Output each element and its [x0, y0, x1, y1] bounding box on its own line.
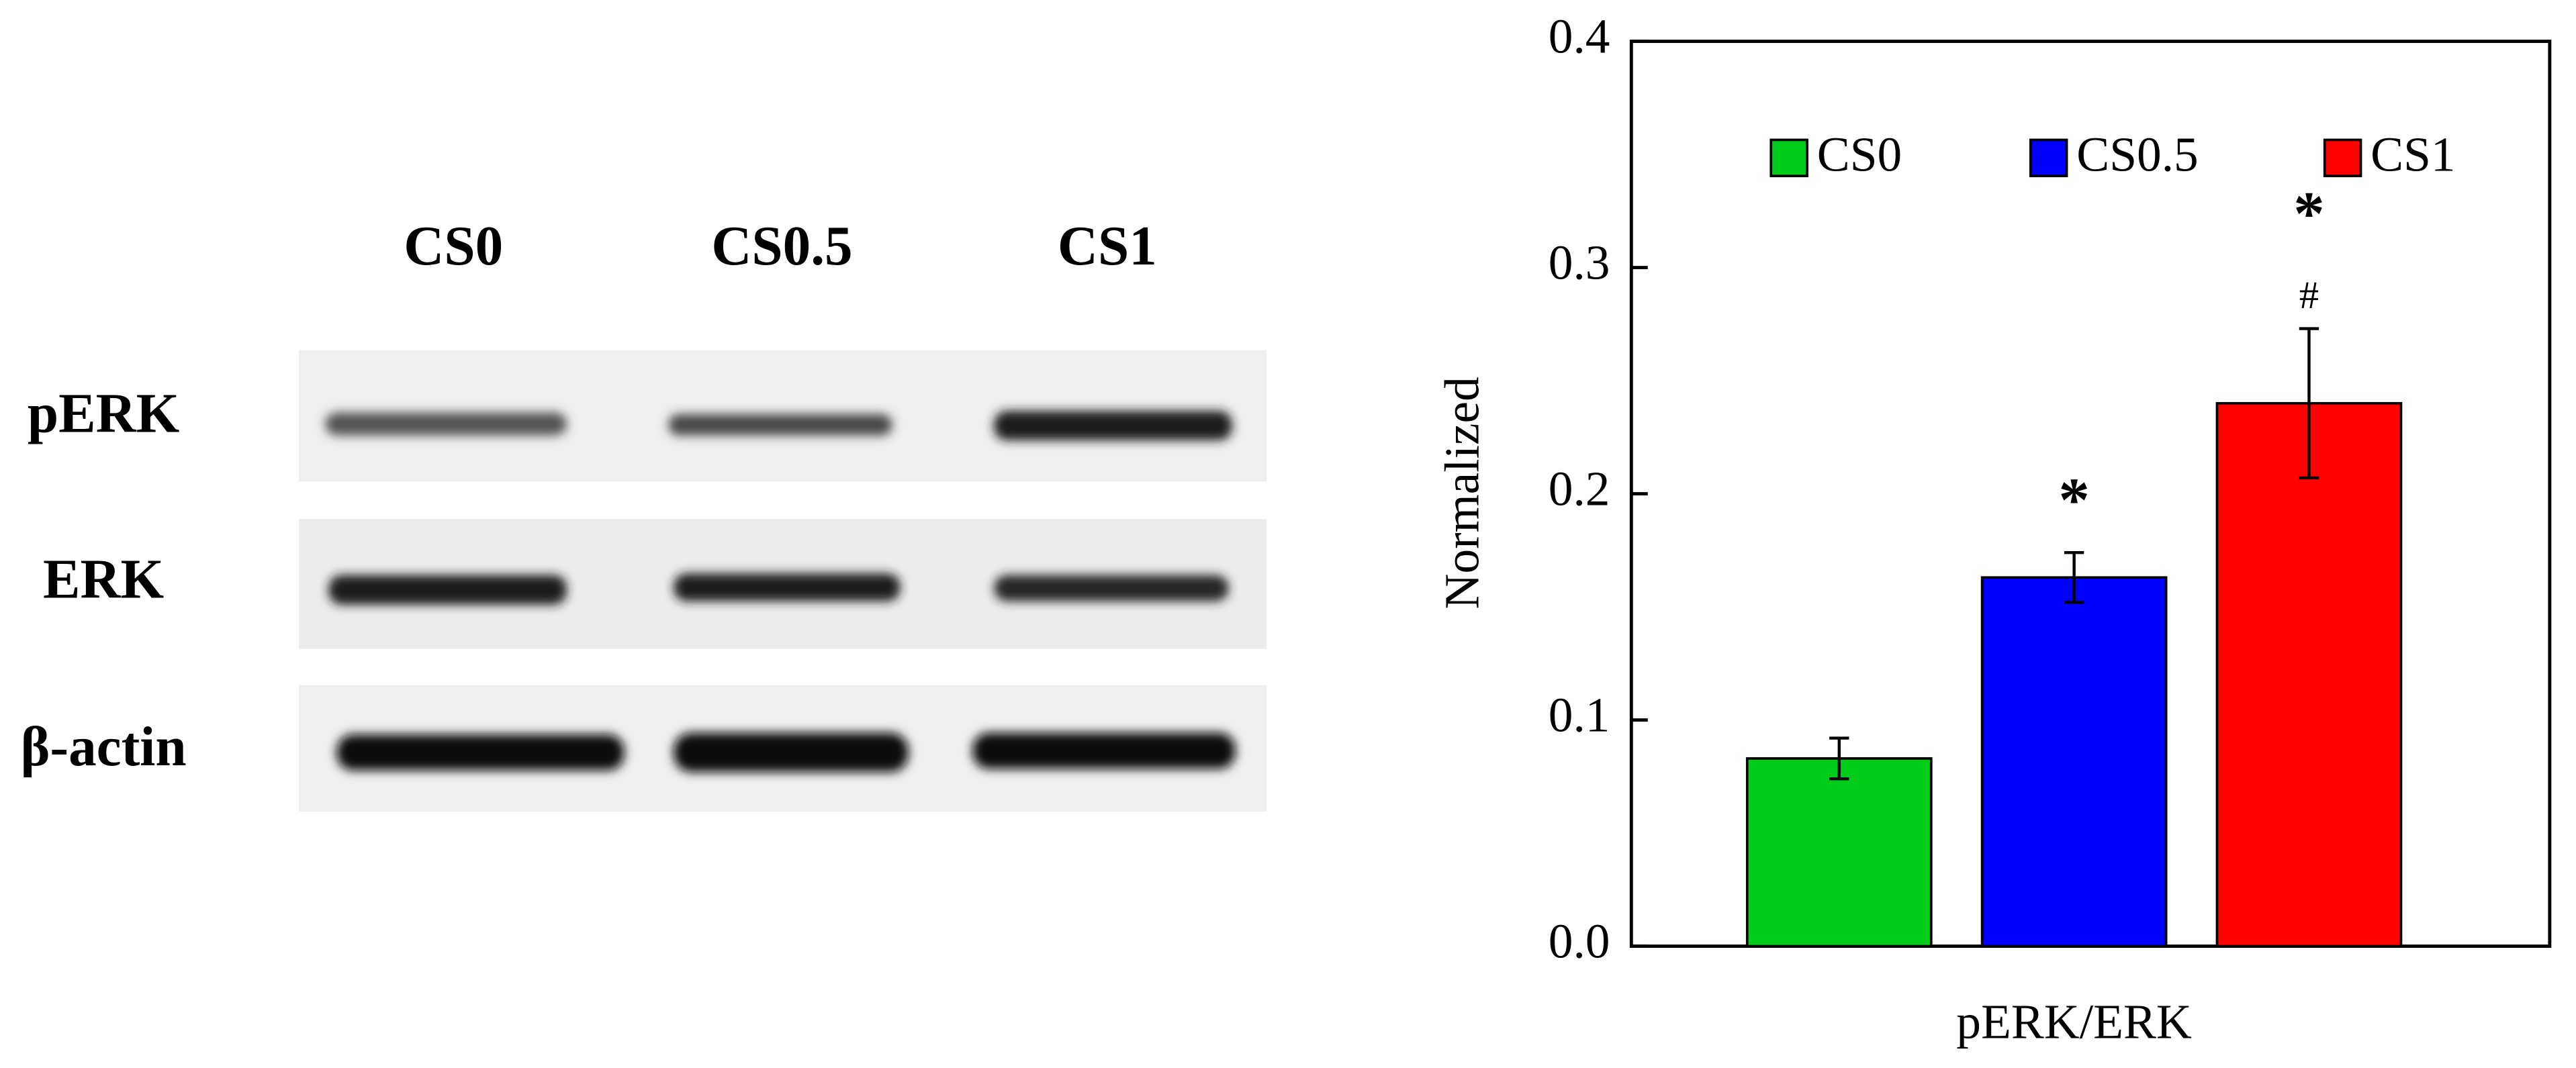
western-blot: CS0 CS0.5 CS1 pERK ERK β-actin	[21, 215, 1267, 812]
bar-chart: Normalized 0.0 0.1 0.2 0.3 0.4 * * # pERK/ERK CS0…	[1435, 9, 2552, 1049]
band	[994, 575, 1229, 601]
y-tick-label: 0.4	[1549, 9, 1610, 63]
band	[325, 412, 567, 436]
bar	[2215, 401, 2403, 948]
band	[328, 575, 567, 605]
row-label: pERK	[28, 382, 180, 444]
y-tick-label: 0.3	[1549, 235, 1610, 289]
band	[994, 411, 1232, 441]
error-bar	[1829, 736, 1849, 781]
legend-swatch	[2029, 138, 2068, 178]
significance-mark: *	[2293, 179, 2324, 248]
lane-label: CS0	[404, 215, 503, 277]
legend-label: CS0.5	[2076, 128, 2198, 182]
lane-label: CS0.5	[711, 215, 852, 277]
bands	[325, 411, 1236, 773]
band	[668, 414, 892, 436]
row-label: ERK	[43, 548, 165, 610]
legend-label: CS1	[2371, 128, 2455, 182]
legend-label: CS0	[1817, 128, 1902, 182]
legend-swatch	[1769, 138, 1808, 178]
bar	[1745, 757, 1933, 948]
significance-mark: *	[2058, 466, 2089, 535]
error-bar	[2299, 327, 2319, 480]
y-tick-label: 0.1	[1549, 687, 1610, 742]
band	[336, 734, 625, 771]
y-axis-label: Normalized	[1435, 377, 1489, 609]
band	[972, 732, 1236, 769]
bar	[1980, 576, 2168, 948]
error-bar	[2064, 550, 2084, 604]
band	[674, 573, 901, 601]
band	[674, 732, 909, 773]
y-tick-label: 0.0	[1549, 914, 1610, 968]
lane-label: CS1	[1058, 215, 1157, 277]
row-label: β-actin	[21, 716, 187, 777]
x-tick-label: pERK/ERK	[1956, 994, 2192, 1049]
significance-mark: #	[2299, 273, 2319, 317]
y-tick-label: 0.2	[1549, 461, 1610, 516]
legend-swatch	[2323, 138, 2362, 178]
